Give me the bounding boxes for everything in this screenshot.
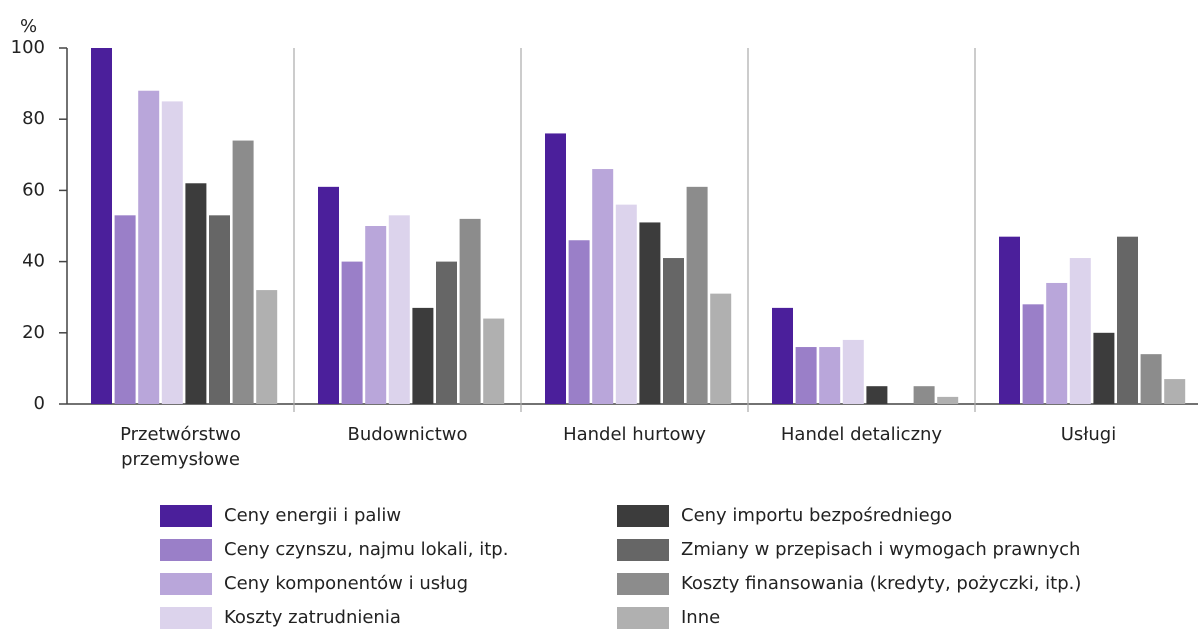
x-tick-label: Handel detaliczny: [780, 424, 943, 445]
legend-label: Koszty finansowania (kredyty, pożyczki, …: [681, 573, 1081, 594]
bar: [1093, 332, 1115, 404]
y-tick-label: 0: [34, 393, 45, 414]
bar: [639, 222, 661, 404]
legend-swatch: [160, 607, 212, 629]
legend-label: Ceny energii i paliw: [224, 505, 401, 526]
bar: [913, 386, 935, 404]
bar: [1069, 258, 1091, 404]
legend-swatch: [617, 505, 669, 527]
bar: [999, 236, 1020, 404]
bar: [819, 347, 841, 404]
legend-swatch: [160, 573, 212, 595]
bar: [436, 261, 457, 404]
bar: [568, 240, 590, 404]
bar: [663, 258, 684, 404]
x-tick-label: Budownictwo: [347, 424, 468, 445]
bar: [795, 347, 817, 404]
bar: [138, 90, 160, 404]
legend-label: Ceny czynszu, najmu lokali, itp.: [224, 539, 508, 560]
legend-swatch: [617, 607, 669, 629]
legend-swatch: [160, 539, 212, 561]
legend-label: Zmiany w przepisach i wymogach prawnych: [681, 539, 1080, 560]
bar: [388, 215, 410, 404]
bar: [710, 293, 732, 404]
bar: [772, 307, 793, 404]
bar: [842, 339, 864, 404]
bar: [1022, 304, 1044, 404]
bar: [615, 204, 637, 404]
legend-swatch: [617, 539, 669, 561]
bar: [1164, 379, 1186, 404]
y-tick-label: 60: [22, 179, 45, 200]
bar: [91, 48, 112, 404]
bar: [341, 261, 363, 404]
bar: [1046, 282, 1068, 404]
y-tick-label: 100: [11, 37, 45, 58]
bar: [161, 101, 183, 405]
bar: [185, 183, 207, 404]
bar: [256, 290, 278, 404]
legend-swatch: [160, 505, 212, 527]
bar: [866, 386, 888, 404]
bar: [365, 226, 387, 404]
bar: [1140, 354, 1162, 404]
bar: [1117, 236, 1138, 404]
legend-label: Koszty zatrudnienia: [224, 607, 401, 628]
bar: [937, 396, 959, 404]
y-unit: %: [20, 16, 37, 37]
bar: [459, 218, 481, 404]
legend-label: Inne: [681, 607, 720, 628]
legend-label: Ceny importu bezpośredniego: [681, 505, 952, 526]
bar: [209, 215, 230, 404]
bar: [412, 307, 434, 404]
bar: [483, 318, 505, 404]
bar: [686, 186, 708, 404]
legend-swatch: [617, 573, 669, 595]
bar: [592, 169, 614, 404]
y-tick-label: 20: [22, 322, 45, 343]
bar: [232, 140, 254, 404]
legend-label: Ceny komponentów i usług: [224, 573, 468, 594]
bar: [545, 133, 566, 404]
x-tick-label: Przetwórstwo przemysłowe: [120, 424, 241, 470]
bar: [318, 186, 339, 404]
y-tick-label: 80: [22, 108, 45, 129]
x-tick-label: Usługi: [1060, 424, 1117, 445]
y-tick-label: 40: [22, 251, 45, 272]
bar: [114, 215, 136, 404]
x-tick-label: Handel hurtowy: [563, 424, 706, 445]
